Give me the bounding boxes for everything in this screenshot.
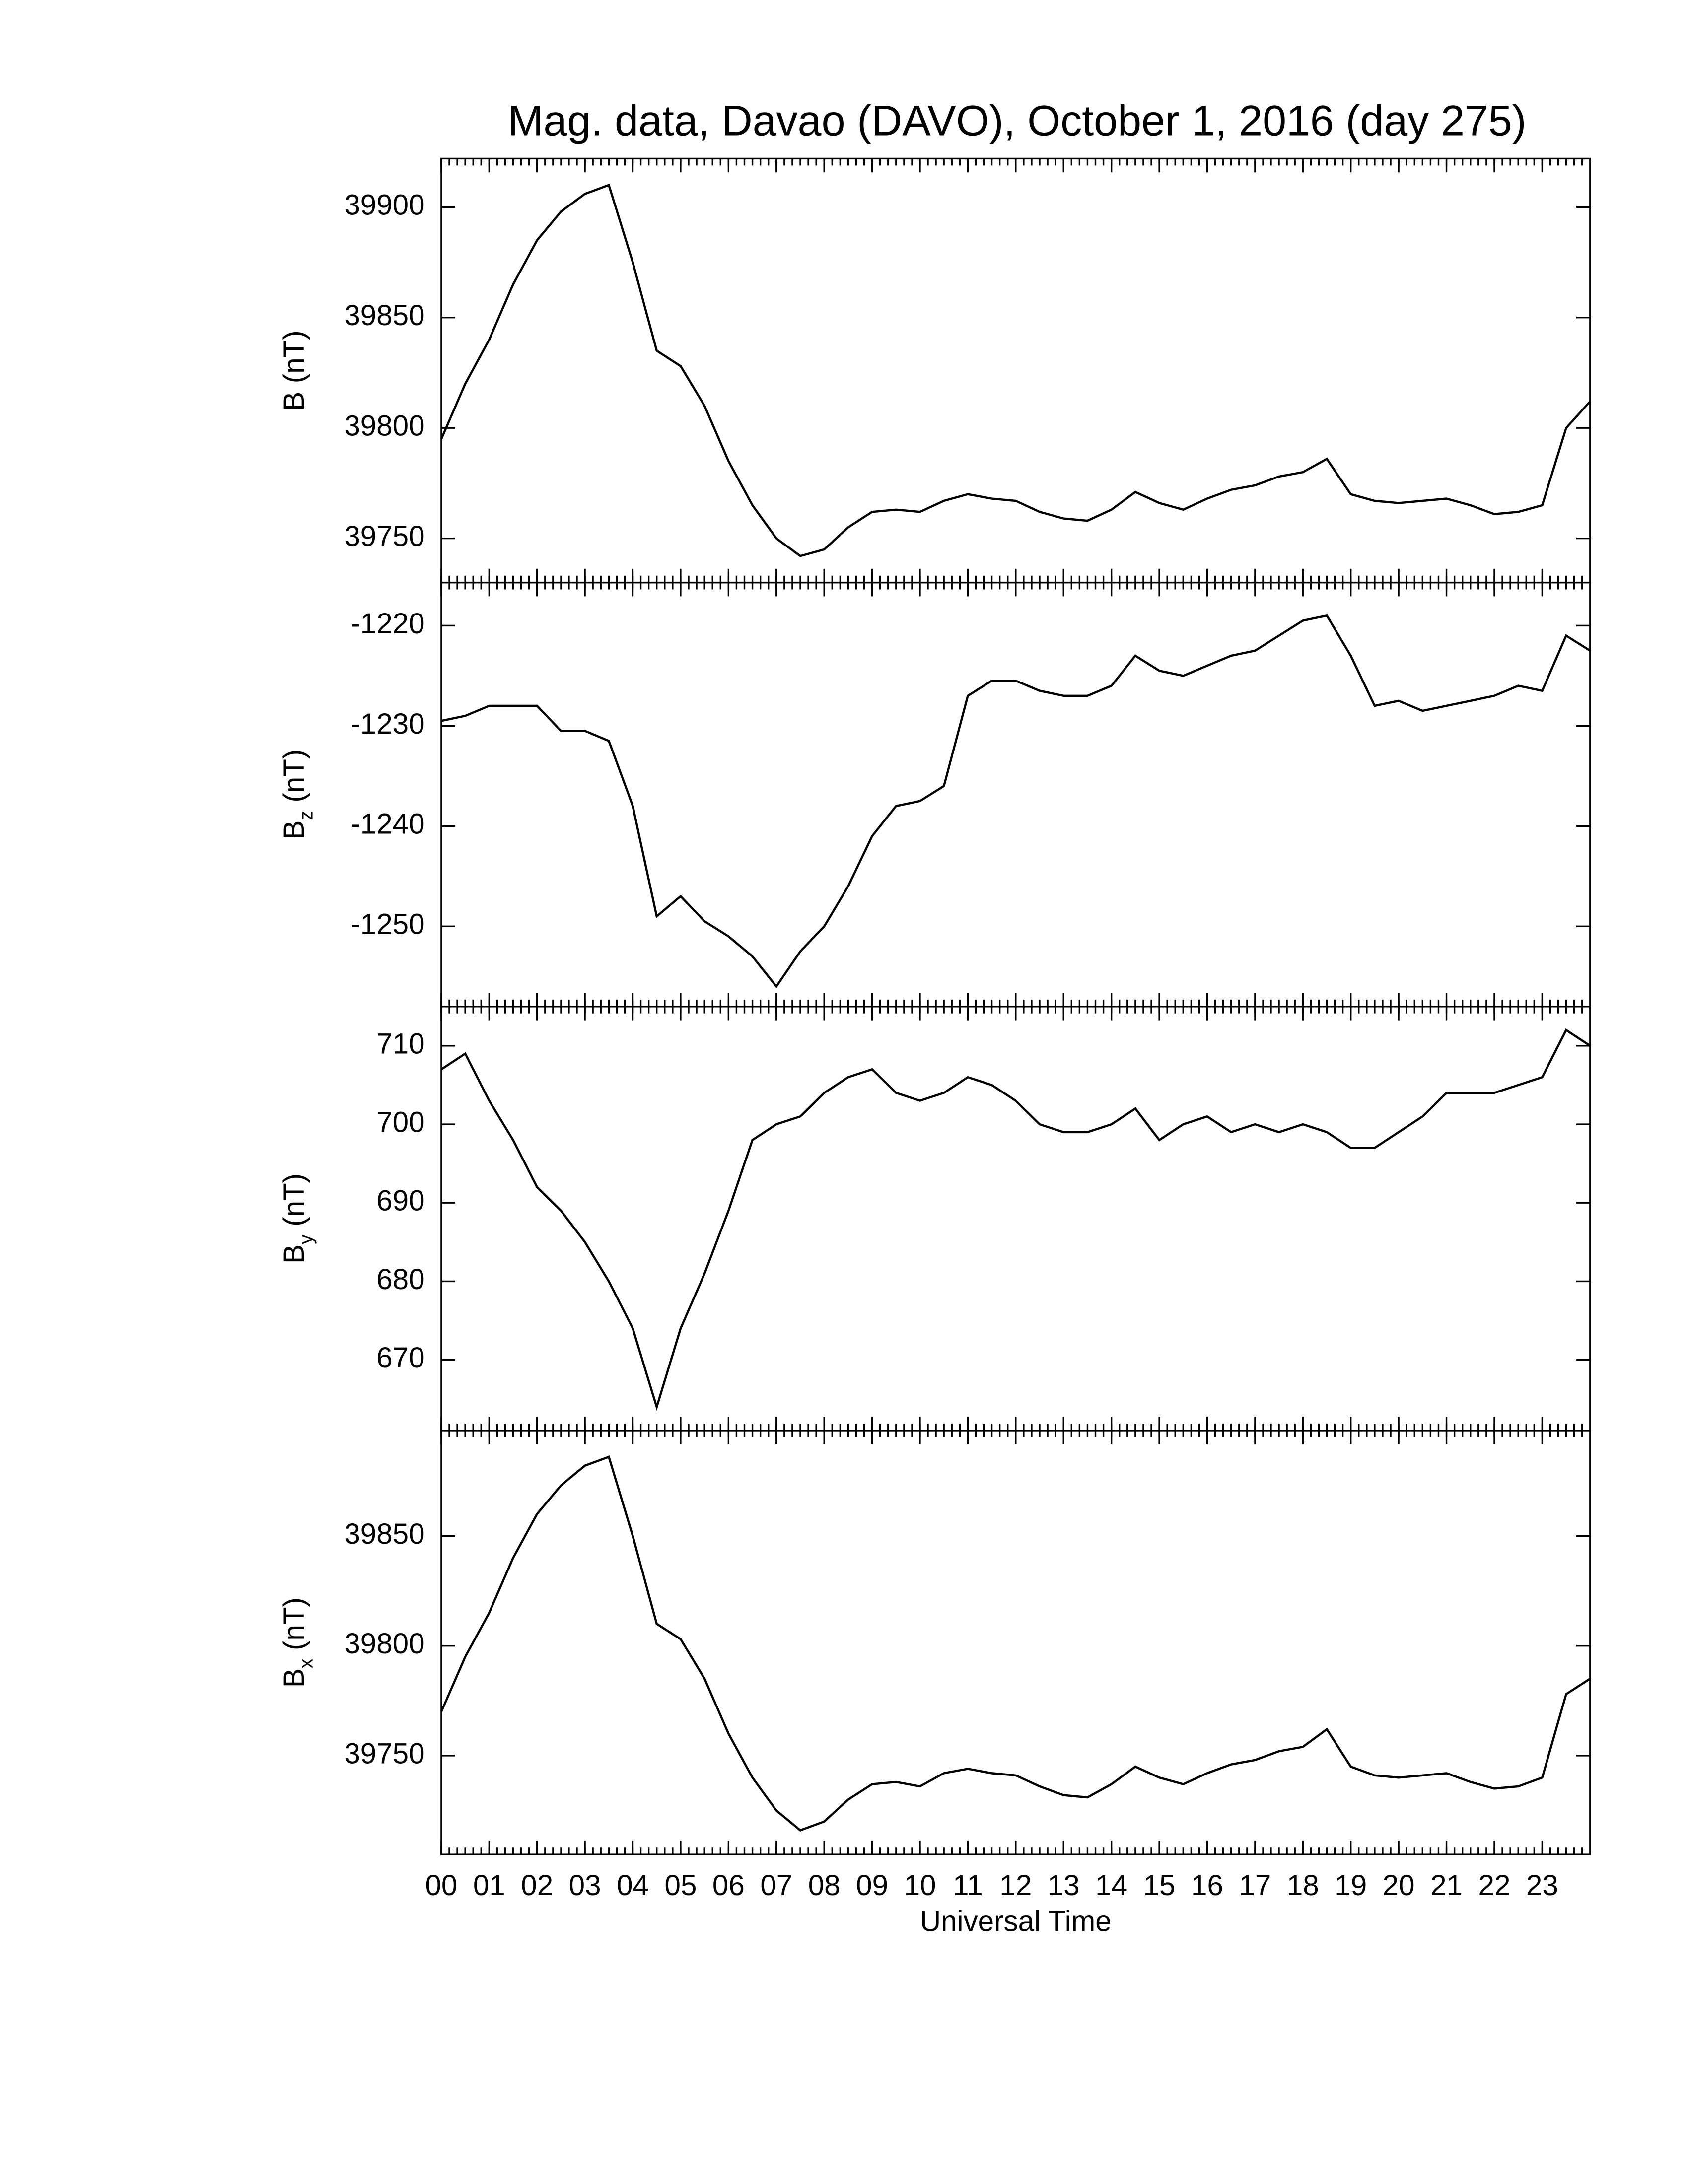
x-tick-label: 16: [1191, 1869, 1223, 1902]
y-tick-label: 39900: [344, 189, 424, 221]
x-tick-label: 15: [1143, 1869, 1176, 1902]
x-tick-label: 02: [521, 1869, 553, 1902]
chart-title: Mag. data, Davao (DAVO), October 1, 2016…: [508, 97, 1527, 145]
data-line: [440, 1455, 1591, 1832]
x-axis-label: Universal Time: [920, 1905, 1112, 1937]
x-tick-label: 18: [1287, 1869, 1319, 1902]
y-label-base: B: [279, 392, 311, 411]
y-tick-label: 670: [376, 1342, 424, 1374]
y-tick-label: 680: [376, 1263, 424, 1296]
y-tick-label: -1230: [351, 708, 424, 740]
x-tick-label: 13: [1048, 1869, 1080, 1902]
y-label-sub: x: [296, 1658, 317, 1668]
y-label-unit: (nT): [279, 1173, 311, 1227]
x-tick-label: 14: [1095, 1869, 1127, 1902]
x-tick-label: 17: [1239, 1869, 1271, 1902]
x-tick-label: 03: [569, 1869, 601, 1902]
x-tick-label: 12: [999, 1869, 1032, 1902]
y-axis-label: B (nT): [279, 330, 311, 410]
y-axis-label: By (nT): [279, 1173, 317, 1264]
x-tick-label: 21: [1430, 1869, 1463, 1902]
y-tick-label: -1220: [351, 608, 424, 640]
y-tick-label: -1240: [351, 808, 424, 840]
y-label-base: B: [279, 820, 311, 840]
y-label-sub: z: [296, 811, 317, 820]
x-tick-label: 04: [617, 1869, 649, 1902]
data-line: [440, 1028, 1591, 1411]
x-tick-label: 06: [712, 1869, 745, 1902]
plot-frame: [440, 581, 1591, 1008]
y-tick-label: 39750: [344, 1737, 424, 1770]
x-tick-label: 11: [953, 1869, 983, 1902]
x-tick-label: 01: [473, 1869, 505, 1902]
y-tick-label: 710: [376, 1027, 424, 1060]
y-tick-label: 39850: [344, 299, 424, 332]
plot-frame: [440, 1430, 1591, 1855]
x-tick-label: 19: [1335, 1869, 1367, 1902]
y-tick-label: -1250: [351, 908, 424, 941]
x-tick-label: 22: [1478, 1869, 1511, 1902]
x-tick-label: 10: [904, 1869, 936, 1902]
x-tick-label: 08: [808, 1869, 841, 1902]
y-axis-label: Bz (nT): [279, 750, 317, 840]
data-line: [441, 614, 1591, 989]
y-label-sub: y: [296, 1234, 317, 1244]
x-tick-label: 20: [1383, 1869, 1415, 1902]
x-tick-label: 00: [425, 1869, 457, 1902]
x-tick-label: 07: [760, 1869, 792, 1902]
data-line: [440, 183, 1591, 557]
x-tick-label: 23: [1526, 1869, 1558, 1902]
y-label-unit: (nT): [279, 750, 311, 803]
y-tick-label: 39800: [344, 410, 424, 442]
y-tick-label: 700: [376, 1106, 424, 1138]
x-tick-label: 05: [665, 1869, 697, 1902]
plot-frame: [440, 1006, 1591, 1432]
plot-frame: [440, 157, 1591, 584]
y-tick-label: 39800: [344, 1628, 424, 1660]
y-axis-label: Bx (nT): [279, 1597, 317, 1688]
y-label-base: B: [279, 1244, 311, 1264]
y-tick-label: 39750: [344, 520, 424, 552]
y-tick-label: 39850: [344, 1518, 424, 1550]
y-tick-label: 690: [376, 1185, 424, 1217]
y-label-unit: (nT): [279, 330, 311, 383]
y-label-unit: (nT): [279, 1597, 311, 1650]
x-tick-label: 09: [856, 1869, 888, 1902]
y-label-base: B: [279, 1668, 311, 1688]
